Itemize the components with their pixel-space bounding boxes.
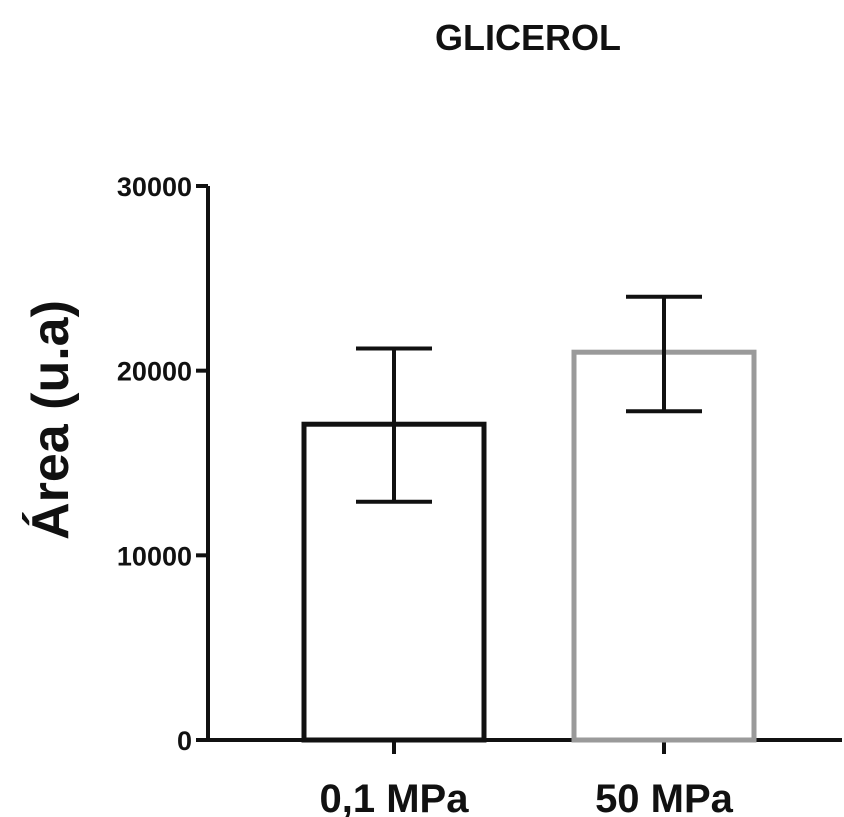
y-axis-label: Área (u.a) — [22, 300, 80, 540]
x-category-label: 50 MPa — [595, 777, 734, 817]
y-tick-label: 30000 — [117, 172, 192, 202]
y-tick-label: 10000 — [117, 541, 192, 571]
bars-group — [301, 349, 757, 743]
y-axis: 0 10000 20000 30000 — [117, 172, 210, 756]
x-axis: 0,1 MPa 50 MPa — [206, 738, 842, 817]
x-category-label: 0,1 MPa — [320, 777, 470, 817]
chart-title: GLICEROL — [435, 17, 621, 58]
error-bars-group — [356, 294, 702, 504]
bar-second — [571, 349, 757, 743]
y-tick-label: 0 — [177, 726, 192, 756]
y-tick-label: 20000 — [117, 357, 192, 387]
